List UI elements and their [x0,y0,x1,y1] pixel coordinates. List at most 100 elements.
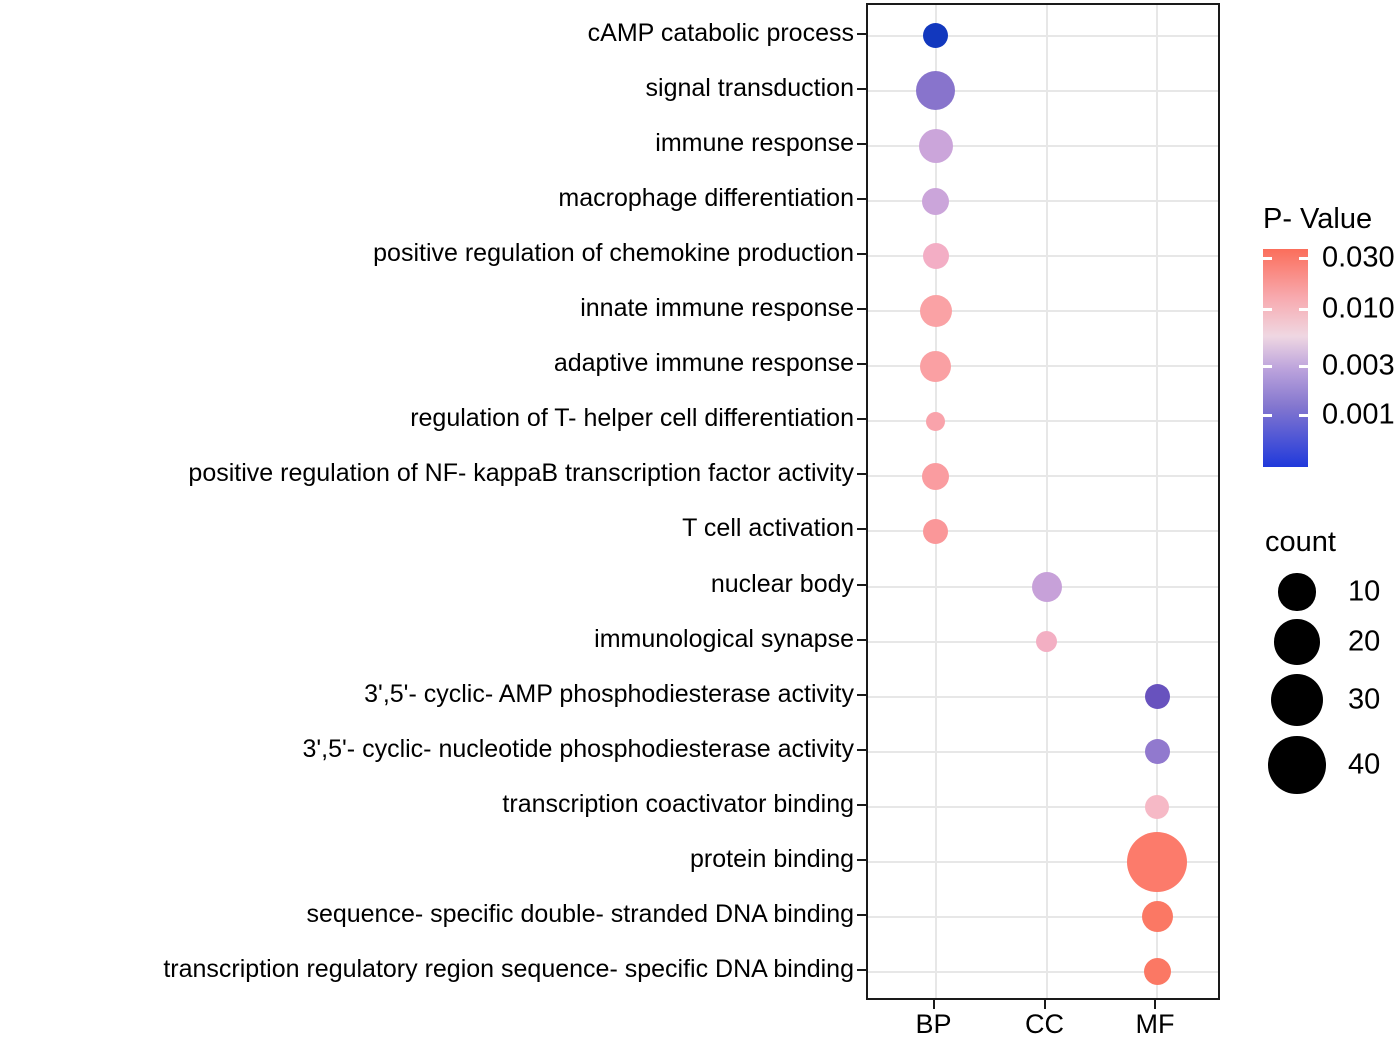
y-axis-tick [857,803,866,806]
legend-pvalue-title: P- Value [1263,203,1373,235]
y-axis-tick [857,473,866,476]
data-point [922,243,949,270]
data-point [1036,631,1057,653]
x-axis-tick [932,1000,935,1009]
gridline-horizontal [868,475,1218,478]
colorbar-tick-label: 0.010 [1322,292,1395,325]
y-axis-label: innate immune response [580,294,854,323]
gridline-horizontal [868,144,1218,147]
y-axis-tick [857,87,866,90]
count-legend-label: 30 [1348,683,1381,716]
gridline-horizontal [868,365,1218,368]
y-axis-tick [857,913,866,916]
data-point [1031,571,1062,602]
colorbar-tick-dash [1299,256,1308,260]
data-point [1143,958,1171,986]
y-axis-label: positive regulation of chemokine product… [373,238,854,267]
colorbar-tick-dash [1263,256,1272,260]
y-axis-label: regulation of T- helper cell differentia… [410,404,854,433]
data-point [1141,901,1173,933]
y-axis-tick [857,418,866,421]
data-point [926,411,945,431]
y-axis-label: sequence- specific double- stranded DNA … [306,899,854,928]
y-axis-tick [857,253,866,256]
y-axis-label: 3',5'- cyclic- AMP phosphodiesterase act… [364,679,854,708]
x-axis-label: BP [915,1009,952,1039]
data-point [1127,831,1187,892]
x-axis-tick [1043,1000,1046,1009]
y-axis-label: 3',5'- cyclic- nucleotide phosphodiester… [302,734,855,763]
pvalue-colorbar [1263,249,1308,467]
gridline-horizontal [868,915,1218,918]
data-point [923,518,948,544]
gridline-horizontal [868,310,1218,313]
gridline-vertical [934,5,937,998]
y-axis-label: nuclear body [710,569,854,598]
y-axis-tick [857,528,866,531]
data-point [920,350,951,382]
y-axis-label: macrophage differentiation [558,183,854,212]
gridline-horizontal [868,420,1218,423]
y-axis-tick [857,308,866,311]
y-axis-label: transcription coactivator binding [502,789,854,818]
y-axis-tick [857,198,866,200]
x-axis-tick [1154,1000,1156,1009]
y-axis-label: immune response [655,128,854,157]
data-point [922,462,949,490]
gridline-horizontal [868,695,1218,698]
plot-panel [866,3,1220,1000]
gridline-horizontal [868,530,1218,533]
gridline-vertical [1045,5,1048,998]
colorbar-tick-dash [1263,413,1272,417]
x-axis-label: CC [1025,1009,1064,1039]
data-point [1144,739,1170,765]
y-axis-tick [857,32,866,35]
y-axis-tick [857,583,866,586]
y-axis-label: T cell activation [682,514,854,543]
y-axis-tick [857,968,866,971]
y-axis-tick [857,858,866,861]
colorbar-tick-label: 0.003 [1322,349,1395,382]
data-point [916,71,955,111]
y-axis-label: immunological synapse [594,624,854,653]
count-legend-dot [1271,674,1323,726]
colorbar-tick-dash [1299,364,1308,368]
count-legend-label: 20 [1348,625,1381,658]
colorbar-tick-label: 0.030 [1322,241,1395,274]
data-point [918,128,953,163]
count-legend-dot [1278,573,1316,611]
gridline-horizontal [868,89,1218,92]
data-point [922,187,949,215]
gridline-horizontal [868,860,1218,863]
data-point [1144,684,1170,710]
y-axis-label: signal transduction [645,73,854,102]
gridline-horizontal [868,970,1218,973]
gridline-horizontal [868,200,1218,202]
data-point [923,23,948,49]
colorbar-tick-dash [1299,413,1308,417]
colorbar-tick-dash [1299,307,1308,311]
gridline-horizontal [868,805,1218,808]
y-axis-label: positive regulation of NF- kappaB transc… [188,459,854,488]
y-axis-tick [857,638,866,641]
count-legend-dot [1268,736,1326,794]
y-axis-tick [857,363,866,366]
y-axis-label: adaptive immune response [553,349,854,378]
data-point [1145,794,1169,819]
count-legend-label: 10 [1348,575,1381,608]
colorbar-tick-dash [1263,307,1272,311]
y-axis-tick [857,693,866,696]
y-axis-tick [857,142,866,145]
x-axis-label: MF [1135,1009,1175,1039]
y-axis-label: protein binding [689,844,854,873]
gridline-horizontal [868,255,1218,258]
gridline-horizontal [868,750,1218,753]
y-axis-label: transcription regulatory region sequence… [163,954,854,983]
gridline-horizontal [868,34,1218,37]
y-axis-label: cAMP catabolic process [587,18,854,47]
count-legend-dot [1274,619,1320,665]
data-point [919,295,952,328]
legend-count-title: count [1265,526,1336,558]
count-legend-label: 40 [1348,748,1381,781]
